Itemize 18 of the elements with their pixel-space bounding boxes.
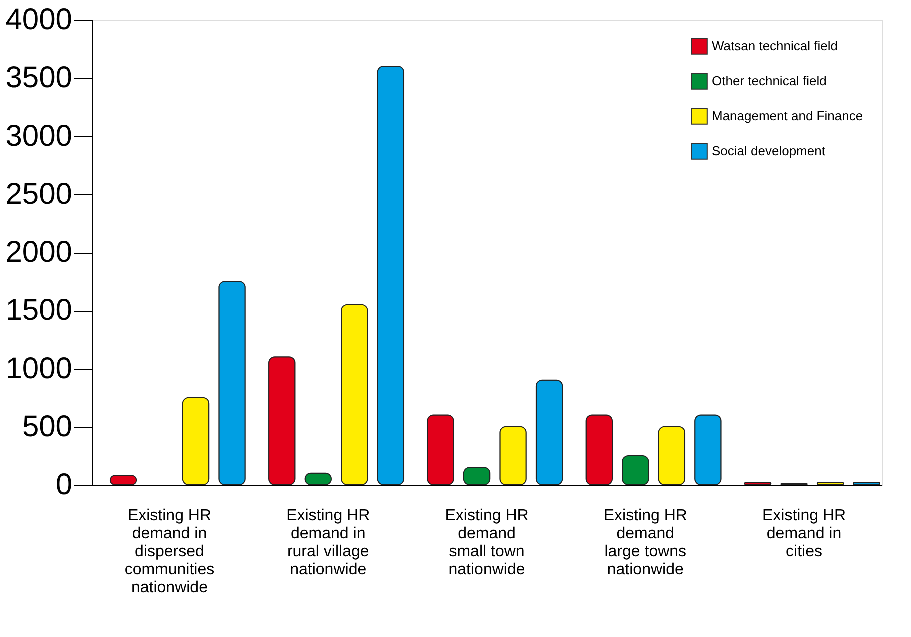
x-tick-label: Existing HR demand in rural village nationwide <box>286 508 370 578</box>
x-tick-label: Existing HR demand small town nationwide <box>445 508 529 578</box>
y-tick-label: 4000 <box>6 4 72 36</box>
y-tick-label: 2500 <box>6 178 72 211</box>
y-tick-label: 1500 <box>6 294 72 328</box>
y-tick-label: 500 <box>22 410 72 444</box>
x-tick-label: Existing HR demand in cities <box>762 508 846 560</box>
x-tick-label: Existing HR demand large towns nationwide <box>604 508 688 578</box>
legend-label: Management and Finance <box>712 108 864 124</box>
legend-label: Social development <box>712 144 826 158</box>
x-tick-label: Existing HR demand in dispersed communities nationwide <box>124 508 215 596</box>
y-tick-label: 3500 <box>6 62 72 95</box>
y-tick-label: 1000 <box>6 352 72 386</box>
legend-label: Other technical field <box>712 74 827 88</box>
y-tick-label: 0 <box>56 468 72 502</box>
legend-label: Watsan technical field <box>712 38 838 54</box>
y-tick-label: 3000 <box>6 120 72 153</box>
y-tick-label: 2000 <box>6 236 72 269</box>
